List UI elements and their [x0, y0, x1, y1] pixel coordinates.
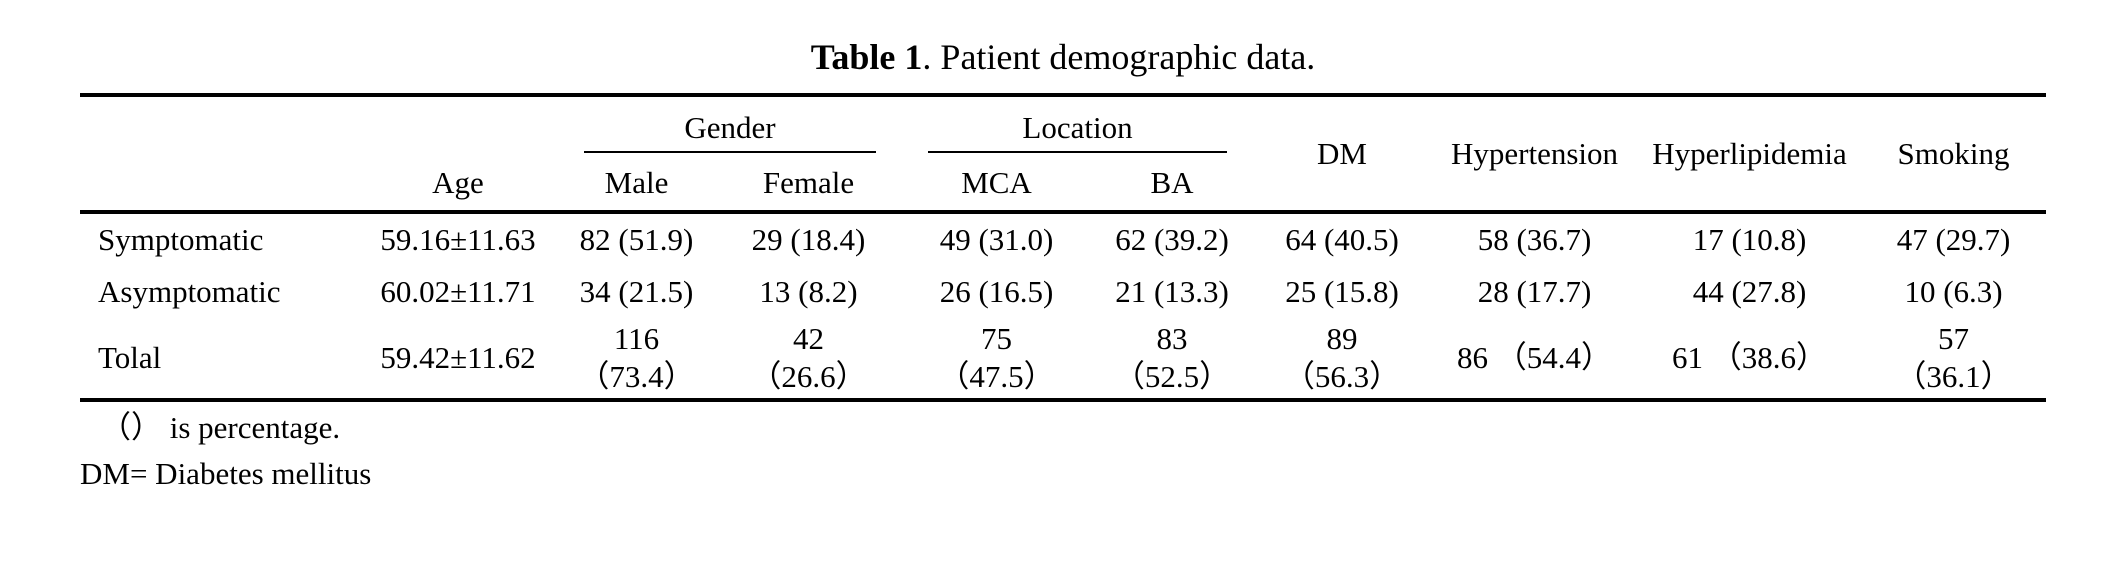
table-cell: 29 (18.4)	[751, 222, 866, 258]
table-cell: 49 (31.0)	[939, 222, 1054, 258]
footnote-dm-definition: DM= Diabetes mellitus	[80, 455, 372, 491]
table-cell: 59.16±11.63	[380, 222, 536, 258]
col-header-dm: DM	[1317, 135, 1367, 171]
row-label: Symptomatic	[98, 222, 264, 258]
table-cell: 62 (39.2)	[1115, 222, 1229, 258]
table-cell: 17 (10.8)	[1692, 222, 1807, 258]
header-row-groups: Gender Location DM Hypertension Hyperlip…	[80, 95, 2046, 171]
table-cell: 42 （26.6）	[750, 321, 867, 395]
footnote-percentage: （） is percentage.	[100, 410, 341, 446]
table-cell: 44 (27.8)	[1692, 274, 1807, 310]
table-cell: 47 (29.7)	[1896, 222, 2011, 258]
row-label: Tolal	[98, 340, 162, 376]
table-cell: 21 (13.3)	[1115, 274, 1229, 310]
table-cell: 57 （36.1）	[1895, 321, 2012, 395]
table-footnotes: （） is percentage. DM= Diabetes mellitus	[80, 409, 2046, 494]
table-row-total: Tolal 59.42±11.62 116 （73.4） 42 （26.6） 7…	[80, 318, 2046, 400]
corner-cell	[80, 95, 358, 153]
table-cell: 75 （47.5）	[938, 321, 1055, 395]
col-header-male: Male	[604, 165, 669, 201]
table-cell: 83 （52.5）	[1113, 321, 1231, 395]
table-title-text: . Patient demographic data.	[922, 37, 1316, 77]
col-group-gender: Gender	[558, 95, 902, 154]
table-cell: 59.42±11.62	[380, 340, 536, 376]
table-title: Table 1. Patient demographic data.	[80, 36, 2046, 79]
table-row-symptomatic: Symptomatic 59.16±11.63 82 (51.9) 29 (18…	[80, 212, 2046, 266]
table-cell: 10 (6.3)	[1904, 274, 2003, 310]
table-cell: 116 （73.4）	[578, 321, 695, 395]
col-header-mca: MCA	[961, 165, 1032, 201]
table-cell: 60.02±11.71	[380, 274, 536, 310]
table-cell: 64 (40.5)	[1285, 222, 1399, 258]
col-group-location-label: Location	[928, 110, 1228, 154]
col-header-hyperlipidemia: Hyperlipidemia	[1652, 135, 1847, 171]
col-header-female: Female	[762, 165, 855, 201]
table-cell: 86 （54.4）	[1457, 340, 1613, 376]
table-cell: 28 (17.7)	[1477, 274, 1592, 310]
table-cell: 26 (16.5)	[939, 274, 1054, 310]
col-header-age: Age	[432, 165, 484, 201]
table-cell: 82 (51.9)	[579, 222, 694, 258]
table-cell: 61 （38.6）	[1672, 340, 1828, 376]
col-group-location: Location	[902, 95, 1253, 154]
table-cell: 89 （56.3）	[1283, 321, 1401, 395]
table-cell: 34 (21.5)	[579, 274, 694, 310]
table-cell: 13 (8.2)	[759, 274, 858, 310]
table-row-asymptomatic: Asymptomatic 60.02±11.71 34 (21.5) 13 (8…	[80, 266, 2046, 318]
patient-demographics-table: Gender Location DM Hypertension Hyperlip…	[80, 93, 2047, 403]
table-cell: 58 (36.7)	[1477, 222, 1592, 258]
row-label: Asymptomatic	[98, 274, 281, 310]
table-block: Table 1. Patient demographic data.	[80, 0, 2047, 494]
header-row-columns: Age Male Female MCA BA	[80, 153, 2046, 212]
col-header-ba: BA	[1150, 165, 1194, 201]
col-header-hypertension: Hypertension	[1451, 135, 1619, 171]
col-header-smoking: Smoking	[1897, 135, 2010, 171]
table-cell: 25 (15.8)	[1285, 274, 1399, 310]
table-title-number: Table 1	[810, 37, 923, 77]
corner-cell-age	[358, 95, 558, 153]
corner-cell	[80, 153, 358, 212]
col-group-gender-label: Gender	[584, 110, 877, 154]
